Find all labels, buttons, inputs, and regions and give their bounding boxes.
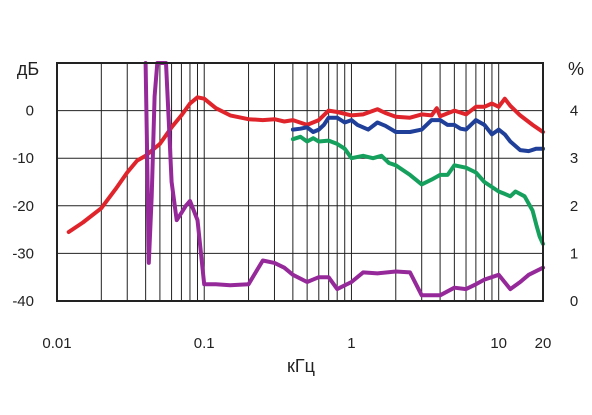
y-tick-label-right: 4	[570, 103, 578, 120]
series-line-4	[143, 61, 545, 298]
y-tick-label-left: -10	[12, 150, 34, 167]
x-tick-label: 20	[535, 335, 552, 352]
x-axis-label: кГц	[287, 356, 315, 376]
x-tick-label: 0.1	[194, 335, 215, 352]
series-line-3	[290, 134, 545, 246]
y-tick-label-right: 1	[570, 245, 578, 262]
series-layer	[66, 61, 545, 298]
series-line-1	[66, 95, 545, 234]
y-tick-label-left: -30	[12, 245, 34, 262]
x-tick-label: 10	[490, 335, 507, 352]
x-tick-label: 1	[347, 335, 355, 352]
series-line-2	[290, 115, 545, 154]
y-tick-label-left: -40	[12, 293, 34, 310]
x-tick-label: 0.01	[42, 335, 71, 352]
grid-lines	[57, 63, 543, 301]
y-axis-right-label: %	[568, 59, 584, 79]
y-tick-label-right: 0	[570, 293, 578, 310]
plot-frame	[56, 62, 544, 302]
y-tick-label-left: -20	[12, 198, 34, 215]
y-tick-label-right: 3	[570, 150, 578, 167]
y-tick-label-left: 0	[26, 103, 34, 120]
y-tick-label-right: 2	[570, 198, 578, 215]
y-axis-left-label: дБ	[17, 59, 39, 79]
